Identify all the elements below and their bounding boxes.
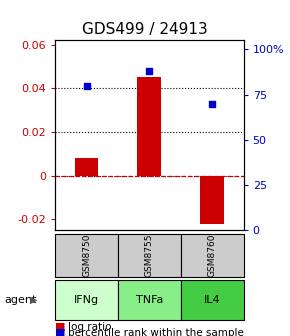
Text: GSM8755: GSM8755 [145,234,154,277]
Text: IFNg: IFNg [74,295,99,305]
Bar [137,77,161,176]
Text: ■: ■ [55,322,66,332]
Text: GSM8750: GSM8750 [82,234,91,277]
Point [147,68,152,74]
Point [210,101,215,106]
Text: GDS499 / 24913: GDS499 / 24913 [82,22,208,37]
Text: GSM8760: GSM8760 [208,234,217,277]
Text: log ratio: log ratio [68,322,112,332]
Bar [200,176,224,224]
Text: agent: agent [4,295,37,305]
Text: IL4: IL4 [204,295,220,305]
Text: percentile rank within the sample: percentile rank within the sample [68,328,244,336]
Text: ■: ■ [55,328,66,336]
Text: ▶: ▶ [30,295,38,305]
Bar [75,158,99,176]
Text: TNFa: TNFa [136,295,163,305]
Point [84,83,89,88]
